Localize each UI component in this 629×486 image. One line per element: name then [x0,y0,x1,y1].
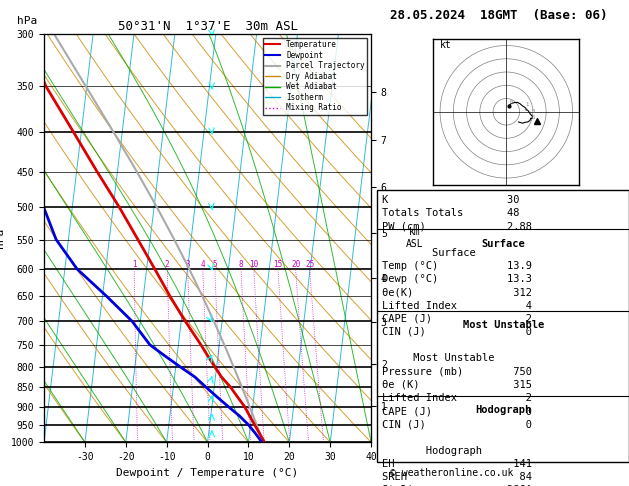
Text: 20: 20 [291,260,300,269]
Y-axis label: km
ASL: km ASL [406,227,423,249]
Legend: Temperature, Dewpoint, Parcel Trajectory, Dry Adiabat, Wet Adiabat, Isotherm, Mi: Temperature, Dewpoint, Parcel Trajectory… [263,38,367,115]
Text: K                   30
Totals Totals       48
PW (cm)             2.88
         : K 30 Totals Totals 48 PW (cm) 2.88 [382,195,532,486]
Text: 3: 3 [186,260,190,269]
Text: 6: 6 [532,115,535,120]
Text: 8: 8 [238,260,243,269]
X-axis label: Dewpoint / Temperature (°C): Dewpoint / Temperature (°C) [116,468,299,478]
Y-axis label: hPa: hPa [0,228,5,248]
Text: © weatheronline.co.uk: © weatheronline.co.uk [390,469,513,478]
Text: 5: 5 [213,260,217,269]
Text: 1: 1 [526,102,529,106]
Text: 4: 4 [201,260,205,269]
Text: Most Unstable: Most Unstable [462,320,544,330]
Text: 1: 1 [132,260,136,269]
Text: 25: 25 [305,260,314,269]
Title: 50°31'N  1°37'E  30m ASL: 50°31'N 1°37'E 30m ASL [118,20,298,33]
Text: hPa: hPa [17,16,38,26]
Text: 28.05.2024  18GMT  (Base: 06): 28.05.2024 18GMT (Base: 06) [390,9,608,22]
Text: 15: 15 [274,260,282,269]
Text: 10: 10 [249,260,259,269]
Text: 2: 2 [165,260,170,269]
Text: Surface: Surface [481,239,525,248]
Text: 0: 0 [510,100,513,105]
Text: Hodograph: Hodograph [475,404,532,415]
Text: 3: 3 [532,108,535,114]
Text: kt: kt [440,40,452,50]
